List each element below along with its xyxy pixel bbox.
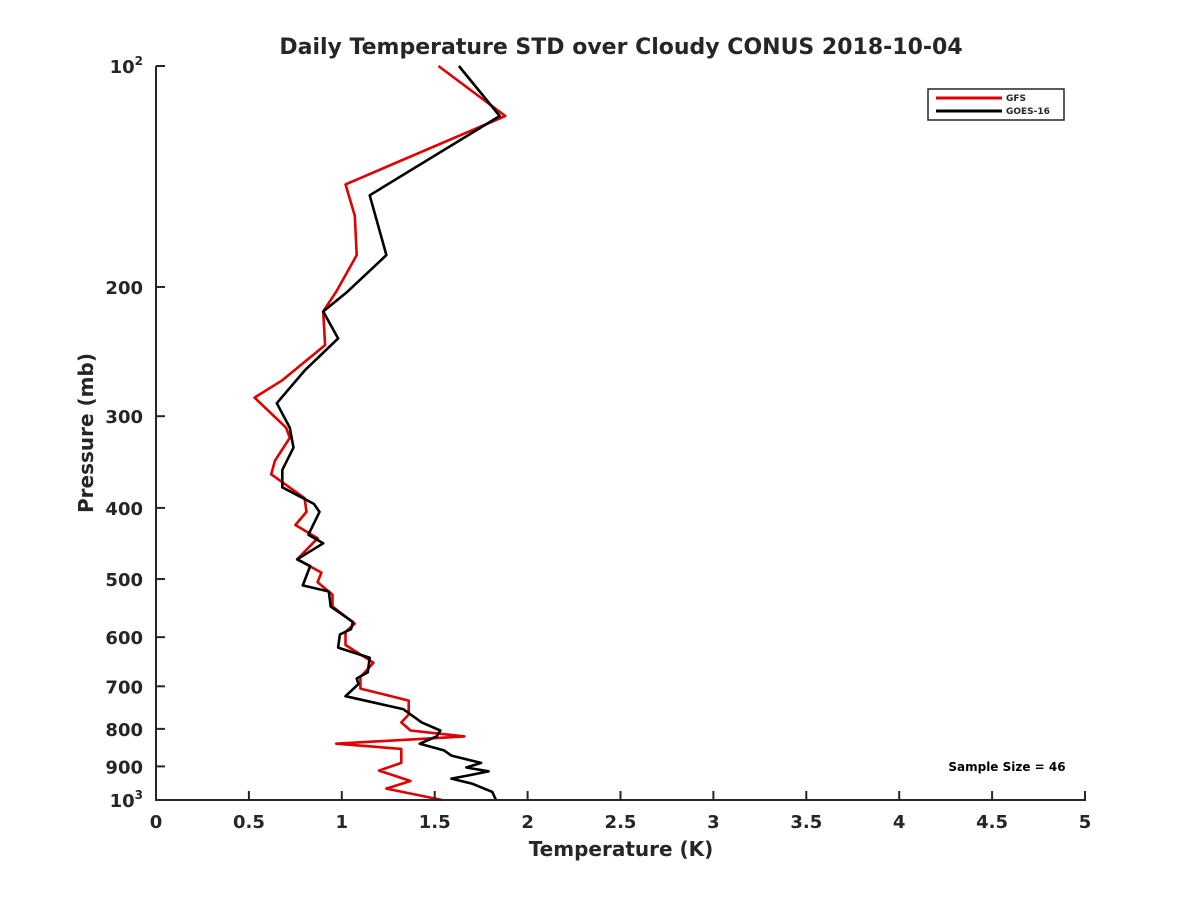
legend-box <box>927 88 1065 121</box>
x-tick-label: 3 <box>707 812 720 833</box>
series-line-gfs <box>253 64 507 802</box>
x-tick-label: 4 <box>893 812 906 833</box>
y-tick-label: 800 <box>105 720 143 741</box>
x-tick-label: 0.5 <box>233 812 265 833</box>
y-tick-label: 700 <box>105 677 143 698</box>
x-tick-label: 4.5 <box>976 812 1008 833</box>
x-tick-label: 2.5 <box>605 812 637 833</box>
x-tick-label: 3.5 <box>790 812 822 833</box>
y-tick-label: 500 <box>105 570 143 591</box>
x-tick-label: 1.5 <box>419 812 451 833</box>
legend-label-goes16: GOES-16 <box>1006 107 1050 117</box>
chart-title: Daily Temperature STD over Cloudy CONUS … <box>279 35 962 60</box>
x-tick-label: 2 <box>521 812 534 833</box>
x-tick-label: 1 <box>336 812 349 833</box>
y-tick-label: 400 <box>105 499 143 520</box>
legend: GFS GOES-16 <box>927 88 1065 121</box>
y-tick-label: 102 <box>110 54 143 78</box>
y-tick-label: 103 <box>110 788 143 812</box>
y-tick-label: 300 <box>105 407 143 428</box>
y-axis-ticks: 102 200 300 400 500 600 700 800 900 103 <box>105 54 165 812</box>
x-axis-ticks: 0 0.5 1 1.5 2 2.5 3 3.5 4 4.5 5 <box>150 791 1092 833</box>
y-axis-label: Pressure (mb) <box>74 353 98 513</box>
legend-label-gfs: GFS <box>1006 94 1026 104</box>
y-tick-label: 200 <box>105 278 143 299</box>
x-tick-label: 5 <box>1079 812 1092 833</box>
series-line-goes16 <box>275 65 502 801</box>
x-tick-label: 0 <box>150 812 163 833</box>
series-lines <box>253 64 507 802</box>
sample-size-annotation: Sample Size = 46 <box>948 760 1065 774</box>
y-tick-label: 600 <box>105 628 143 649</box>
x-axis-label: Temperature (K) <box>529 837 714 861</box>
y-tick-label: 900 <box>105 757 143 778</box>
